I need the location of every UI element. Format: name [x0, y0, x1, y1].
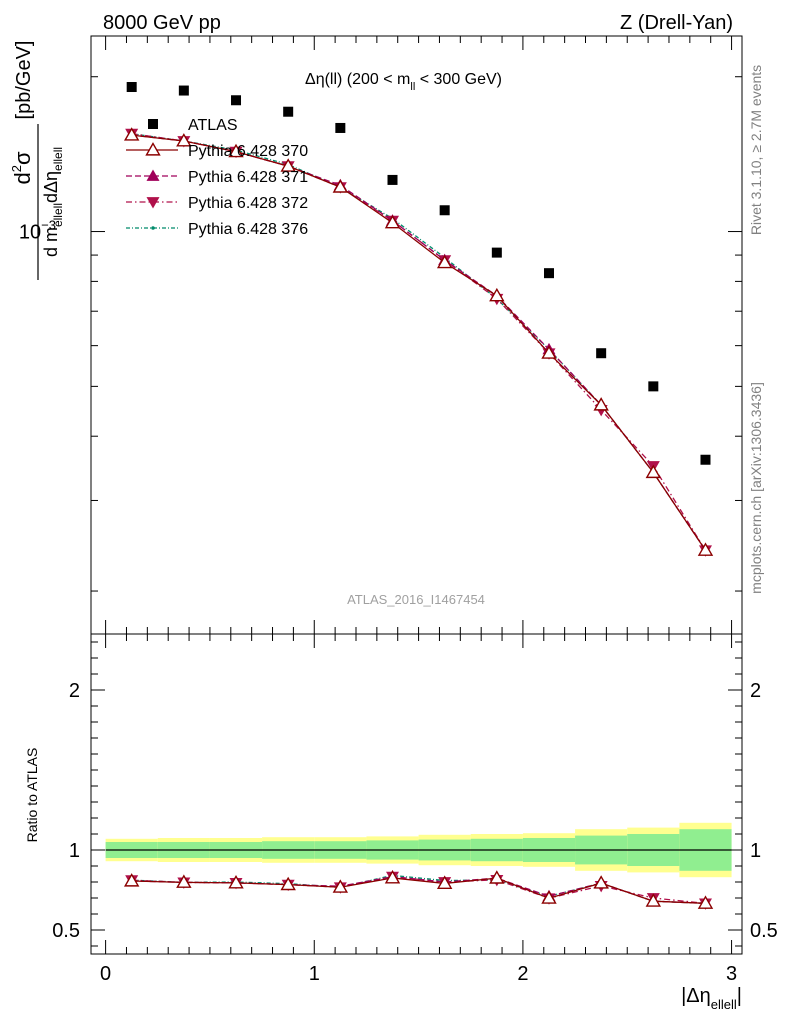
- legend-marker-pythia-6-428-372: [146, 197, 160, 209]
- ratio-line-pythia-6-428-376: [131, 874, 706, 904]
- header-process-label: Z (Drell-Yan): [620, 12, 733, 34]
- ratio-uncertainty-bands: [105, 822, 732, 878]
- main-point-pythia-6-428-370: [541, 345, 557, 359]
- main-point-atlas: [596, 348, 607, 359]
- main-point-pythia-6-428-370: [280, 158, 296, 172]
- main-point-pythia-6-428-370: [697, 542, 714, 556]
- main-point-atlas: [491, 247, 502, 258]
- main-y-tick-label: 10−3: [19, 218, 56, 244]
- ratio-line-pythia-6-428-370: [131, 877, 706, 904]
- main-line-pythia-6-428-370: [131, 134, 707, 551]
- ratio-panel-series: [123, 870, 714, 910]
- main-point-atlas: [543, 268, 554, 279]
- ratio-y-tick-label-right: 0.5: [750, 920, 778, 942]
- legend-label-pythia-6-428-370: Pythia 6.428 370: [188, 143, 308, 160]
- x-tick-label: 0: [100, 963, 111, 985]
- ratio-y-tick-label-left: 0.5: [52, 920, 80, 942]
- rivet-version-label: Rivet 3.1.10, ≥ 2.7M events: [748, 65, 764, 235]
- ratio-point-pythia-6-428-370: [489, 870, 505, 884]
- legend-label-pythia-6-428-372: Pythia 6.428 372: [188, 195, 308, 212]
- y-label-units: [pb/GeV]: [13, 41, 35, 120]
- x-label-sub: ellell: [711, 997, 737, 1012]
- legend-label-pythia-6-428-371: Pythia 6.428 371: [188, 169, 308, 186]
- main-point-pythia-6-428-370: [176, 133, 192, 147]
- plot-title: Δη(ll) (200 < mll < 300 GeV): [305, 71, 502, 93]
- ratio-point-pythia-6-428-370: [593, 875, 609, 889]
- y-label-num-d: d: [10, 172, 35, 184]
- legend-label-atlas: ATLAS: [188, 117, 238, 134]
- ratio-y-tick-label-right: 1: [750, 840, 761, 862]
- ratio-y-tick-label-left: 1: [69, 840, 80, 862]
- legend-marker-pythia-6-428-376: [151, 226, 155, 230]
- x-label-b: |: [737, 985, 742, 1007]
- ratio-point-pythia-6-428-370: [697, 895, 714, 909]
- analysis-id-label: ATLAS_2016_I1467454: [347, 592, 485, 607]
- main-panel-series: [123, 82, 714, 557]
- ratio-y-tick-label-left: 2: [69, 680, 80, 702]
- main-point-pythia-6-428-370: [384, 214, 401, 229]
- y-label-num-sup: 2: [9, 165, 24, 172]
- y-label-num-sigma: σ: [10, 151, 35, 165]
- plot-title-tail: < 300 GeV): [415, 71, 502, 88]
- main-point-atlas: [283, 106, 294, 117]
- main-point-pythia-6-428-370: [228, 143, 244, 158]
- y-label-den-a-sub: ellell: [51, 203, 65, 227]
- legend-marker-pythia-6-428-371: [146, 169, 160, 181]
- x-axis-label: |Δηellell|: [681, 985, 742, 1012]
- y-label-denominator: d mellelldΔηellell: [41, 147, 65, 257]
- main-point-pythia-6-428-370: [593, 397, 609, 411]
- y-label-den-a: d m: [41, 227, 61, 257]
- main-point-pythia-6-428-370: [645, 464, 662, 479]
- main-point-atlas: [335, 122, 346, 133]
- ratio-y-axis-label: Ratio to ATLAS: [24, 748, 40, 843]
- mcplots-reference-label: mcplots.cern.ch [arXiv:1306.3436]: [748, 382, 764, 594]
- legend-label-pythia-6-428-376: Pythia 6.428 376: [188, 221, 308, 238]
- ratio-point-pythia-6-428-370: [228, 874, 244, 889]
- main-point-pythia-6-428-370: [123, 127, 140, 141]
- main-point-atlas: [700, 454, 711, 465]
- ratio-point-pythia-6-428-370: [436, 875, 453, 890]
- main-line-pythia-6-428-376: [131, 133, 707, 551]
- ratio-point-pythia-6-428-370: [176, 874, 192, 888]
- main-point-atlas: [648, 381, 659, 392]
- axis-ticks: [91, 36, 742, 954]
- ratio-point-pythia-6-428-370: [280, 876, 296, 891]
- x-label-a: |Δη: [681, 985, 711, 1007]
- legend-marker-pythia-6-428-370: [145, 142, 161, 156]
- ratio-point-pythia-6-428-370: [541, 890, 557, 904]
- main-point-pythia-6-428-370: [436, 254, 453, 269]
- y-label-numerator: d2σ: [9, 151, 35, 184]
- main-point-atlas: [178, 85, 189, 96]
- ratio-plot-frame: [90, 633, 743, 955]
- x-tick-label: 1: [309, 963, 320, 985]
- main-point-pythia-6-428-370: [489, 287, 505, 302]
- main-point-atlas: [126, 82, 137, 93]
- main-point-atlas: [439, 205, 450, 216]
- x-tick-label: 3: [726, 963, 737, 985]
- ratio-point-pythia-6-428-370: [645, 893, 662, 907]
- legend: ATLAS Pythia 6.428 370 Pythia 6.428 371 Pyt…: [126, 117, 308, 238]
- ratio-point-pythia-6-428-370: [123, 873, 140, 887]
- y-label-den-b-sub: ellell: [51, 147, 65, 171]
- ratio-point-pythia-6-428-370: [332, 879, 349, 893]
- ratio-point-pythia-6-428-370: [384, 870, 401, 884]
- y-label-den-b: dΔη: [41, 171, 61, 203]
- header-beam-label: 8000 GeV pp: [103, 12, 221, 34]
- main-point-atlas: [231, 95, 242, 106]
- x-tick-label: 2: [517, 963, 528, 985]
- main-point-pythia-6-428-370: [332, 179, 349, 193]
- main-point-atlas: [387, 174, 398, 185]
- plot-title-main: Δη(ll) (200 < m: [305, 71, 410, 88]
- ratio-y-tick-label-right: 2: [750, 680, 761, 702]
- legend-marker-atlas: [148, 119, 158, 129]
- main-y-axis-label: d2σ d mellelldΔηellell [pb/GeV]: [9, 41, 65, 280]
- plot-title-sub: ll: [410, 81, 415, 93]
